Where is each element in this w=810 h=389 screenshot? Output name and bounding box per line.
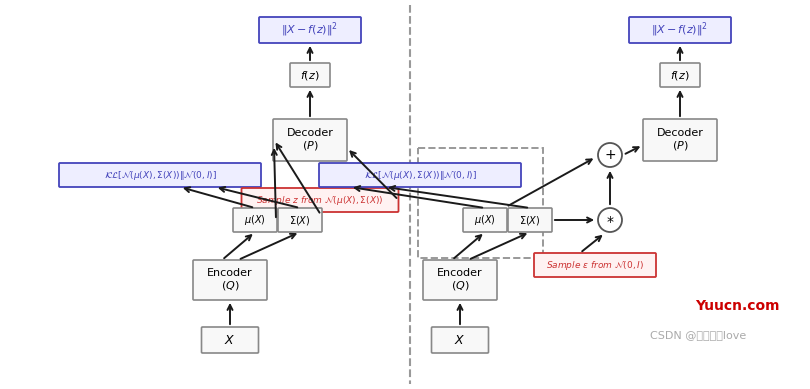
FancyBboxPatch shape — [534, 253, 656, 277]
FancyBboxPatch shape — [432, 327, 488, 353]
Text: Decoder
$(P)$: Decoder $(P)$ — [657, 128, 703, 152]
FancyBboxPatch shape — [273, 119, 347, 161]
Text: Decoder
$(P)$: Decoder $(P)$ — [287, 128, 334, 152]
Text: $\mu(X)$: $\mu(X)$ — [474, 213, 496, 227]
Circle shape — [598, 208, 622, 232]
Text: Encoder
$(Q)$: Encoder $(Q)$ — [437, 268, 483, 293]
Text: Sample $\epsilon$ from $\mathcal{N}(0,I)$: Sample $\epsilon$ from $\mathcal{N}(0,I)… — [546, 259, 644, 272]
Text: $\Sigma(X)$: $\Sigma(X)$ — [289, 214, 311, 226]
Text: Sample $z$ from $\mathcal{N}(\mu(X),\Sigma(X))$: Sample $z$ from $\mathcal{N}(\mu(X),\Sig… — [256, 193, 384, 207]
Text: $f(z)$: $f(z)$ — [670, 68, 690, 82]
Text: Encoder
$(Q)$: Encoder $(Q)$ — [207, 268, 253, 293]
Text: CSDN @丹心向阳love: CSDN @丹心向阳love — [650, 330, 746, 340]
Text: $\mathcal{KL}[\mathcal{N}(\mu(X),\Sigma(X))\|\mathcal{N}(0,I)]$: $\mathcal{KL}[\mathcal{N}(\mu(X),\Sigma(… — [104, 168, 216, 182]
Text: $\|X - f(z)\|^2$: $\|X - f(z)\|^2$ — [651, 21, 709, 39]
FancyBboxPatch shape — [233, 208, 277, 232]
Circle shape — [598, 143, 622, 167]
Text: $f(z)$: $f(z)$ — [301, 68, 320, 82]
FancyBboxPatch shape — [193, 260, 267, 300]
FancyBboxPatch shape — [463, 208, 507, 232]
FancyBboxPatch shape — [59, 163, 261, 187]
FancyBboxPatch shape — [660, 63, 700, 87]
FancyBboxPatch shape — [629, 17, 731, 43]
FancyBboxPatch shape — [290, 63, 330, 87]
FancyBboxPatch shape — [278, 208, 322, 232]
FancyBboxPatch shape — [319, 163, 521, 187]
FancyBboxPatch shape — [423, 260, 497, 300]
Text: Yuucn.com: Yuucn.com — [695, 299, 779, 313]
Text: $\|X - f(z)\|^2$: $\|X - f(z)\|^2$ — [281, 21, 339, 39]
FancyBboxPatch shape — [202, 327, 258, 353]
FancyBboxPatch shape — [508, 208, 552, 232]
Text: $\mathcal{KL}[\mathcal{N}(\mu(X),\Sigma(X))\|\mathcal{N}(0,I)]$: $\mathcal{KL}[\mathcal{N}(\mu(X),\Sigma(… — [364, 168, 476, 182]
Text: $\Sigma(X)$: $\Sigma(X)$ — [519, 214, 541, 226]
FancyBboxPatch shape — [259, 17, 361, 43]
Text: $X$: $X$ — [224, 333, 236, 347]
FancyBboxPatch shape — [643, 119, 717, 161]
Text: $X$: $X$ — [454, 333, 466, 347]
FancyBboxPatch shape — [241, 188, 399, 212]
Text: $+$: $+$ — [604, 148, 616, 162]
Text: $*$: $*$ — [606, 213, 614, 227]
Text: $\mu(X)$: $\mu(X)$ — [244, 213, 266, 227]
